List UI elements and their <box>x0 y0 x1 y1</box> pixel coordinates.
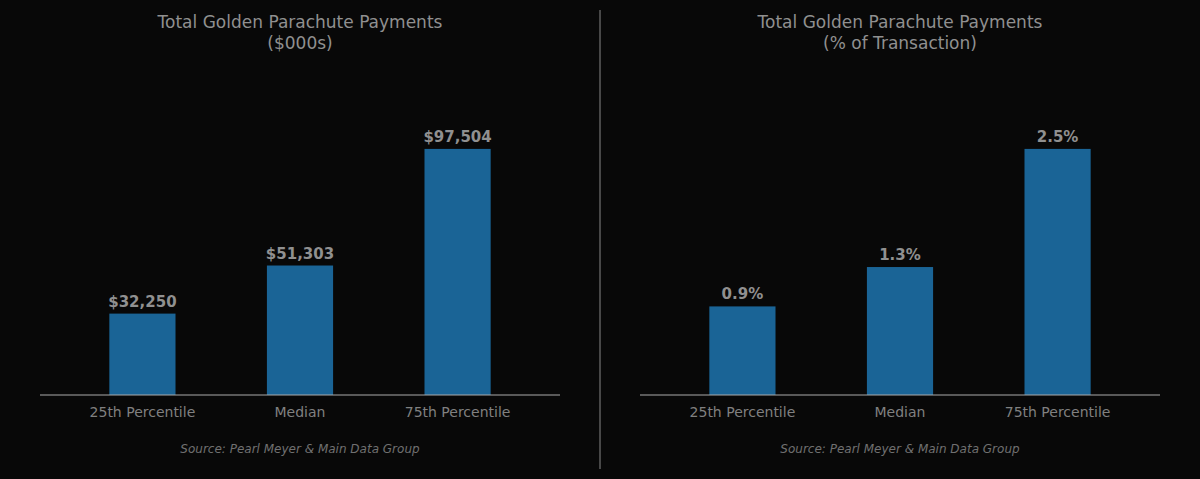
source-note: Source: Pearl Meyer & Main Data Group <box>180 442 420 456</box>
x-tick-label: Median <box>275 404 326 420</box>
data-label: 2.5% <box>1037 128 1079 146</box>
title-line: (% of Transaction) <box>823 33 977 53</box>
bars <box>709 149 1090 395</box>
panel: Total Golden Parachute Payments($000s) $3… <box>40 12 560 456</box>
title-line: ($000s) <box>267 33 332 53</box>
x-tick-label: Median <box>875 404 926 420</box>
title-line: Total Golden Parachute Payments <box>157 12 443 32</box>
data-label: $51,303 <box>266 245 334 263</box>
divider <box>600 10 601 469</box>
chart-svg: Total Golden Parachute Payments($000s)$3… <box>0 0 1200 479</box>
data-label: 1.3% <box>879 246 921 264</box>
x-tick-label: 75th Percentile <box>1005 404 1111 420</box>
data-label: 0.9% <box>722 285 764 303</box>
title-line: Total Golden Parachute Payments <box>757 12 1043 32</box>
panel: Total Golden Parachute Payments(% of Tra… <box>640 12 1160 456</box>
source-note: Source: Pearl Meyer & Main Data Group <box>780 442 1020 456</box>
title: Total Golden Parachute Payments($000s) <box>157 12 443 53</box>
title: Total Golden Parachute Payments(% of Tra… <box>757 12 1043 53</box>
x-axis-line <box>40 395 560 396</box>
bar <box>709 306 775 395</box>
bar <box>424 149 490 395</box>
chart-root: Total Golden Parachute Payments($000s)$3… <box>0 0 1200 479</box>
bars <box>109 149 490 395</box>
bar <box>109 314 175 395</box>
bar <box>267 266 333 395</box>
x-tick-label: 25th Percentile <box>690 404 796 420</box>
background <box>0 0 1200 479</box>
data-label: $97,504 <box>423 128 491 146</box>
x-tick-label: 75th Percentile <box>405 404 511 420</box>
x-tick-label: 25th Percentile <box>90 404 196 420</box>
bar <box>1024 149 1090 395</box>
x-axis-line <box>640 395 1160 396</box>
data-label: $32,250 <box>108 293 176 311</box>
bar <box>867 267 933 395</box>
